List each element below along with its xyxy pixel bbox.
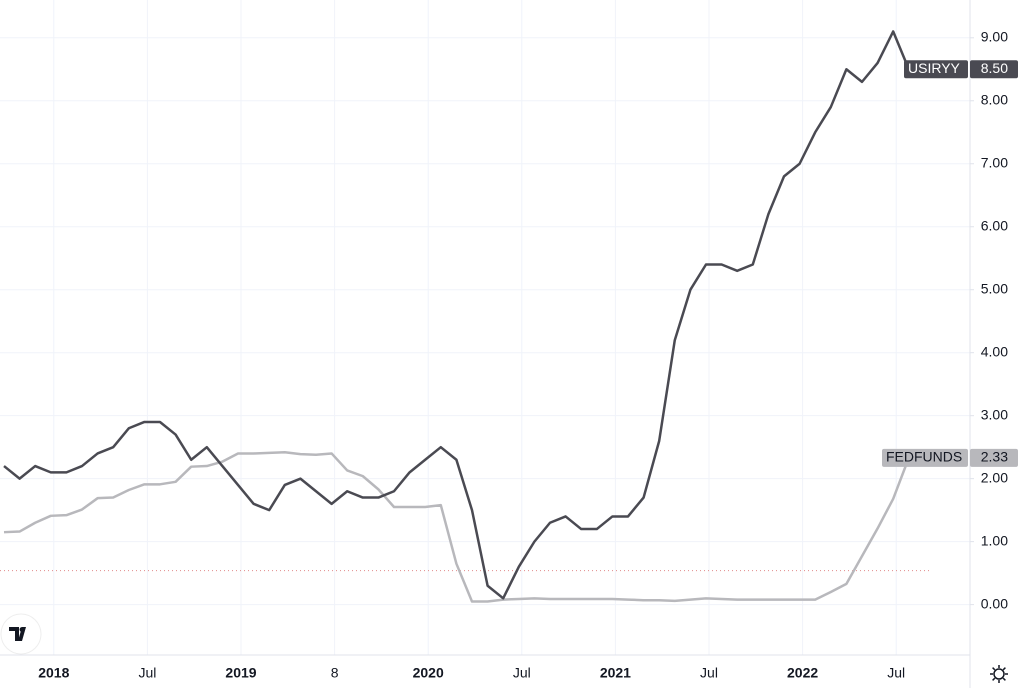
x-tick-label: 2019: [225, 665, 256, 681]
series-name-tag: [904, 60, 968, 79]
y-tick-label: 7.00: [981, 154, 1008, 170]
settings-icon[interactable]: [990, 665, 1008, 683]
y-tick-label: 9.00: [981, 28, 1008, 44]
plot: [0, 30, 930, 603]
grid: [0, 0, 970, 655]
x-tick-label: 2020: [413, 665, 444, 681]
series-name: FEDFUNDS: [886, 449, 962, 465]
series-name: USIRYY: [908, 60, 961, 76]
x-tick-label: 8: [331, 665, 339, 681]
x-tick-label: 2022: [787, 665, 818, 681]
y-tick-label: 1.00: [981, 532, 1008, 548]
y-tick-label: 8.00: [981, 91, 1008, 107]
y-tick-label: 4.00: [981, 343, 1008, 359]
value-tag: [970, 448, 1018, 467]
tradingview-logo: [0, 613, 42, 655]
x-tick-label: Jul: [138, 665, 156, 681]
x-tick-label: Jul: [513, 665, 531, 681]
series-line: [3, 450, 910, 603]
x-tick-label: Jul: [887, 665, 905, 681]
value-tag: [970, 60, 1018, 79]
series-name-tag: [882, 448, 968, 467]
y-tick-label: 2.00: [981, 469, 1008, 485]
value-label: 8.50: [981, 60, 1008, 76]
x-tick-label: 2021: [600, 665, 631, 681]
y-tick-label: 6.00: [981, 217, 1008, 233]
y-tick-label: 0.00: [981, 595, 1008, 611]
value-label: 2.33: [981, 449, 1008, 465]
y-tick-label: 3.00: [981, 406, 1008, 422]
y-tick-label: 5.00: [981, 280, 1008, 296]
series-line: [3, 30, 910, 600]
x-tick-label: 2018: [38, 665, 69, 681]
x-tick-label: Jul: [700, 665, 718, 681]
